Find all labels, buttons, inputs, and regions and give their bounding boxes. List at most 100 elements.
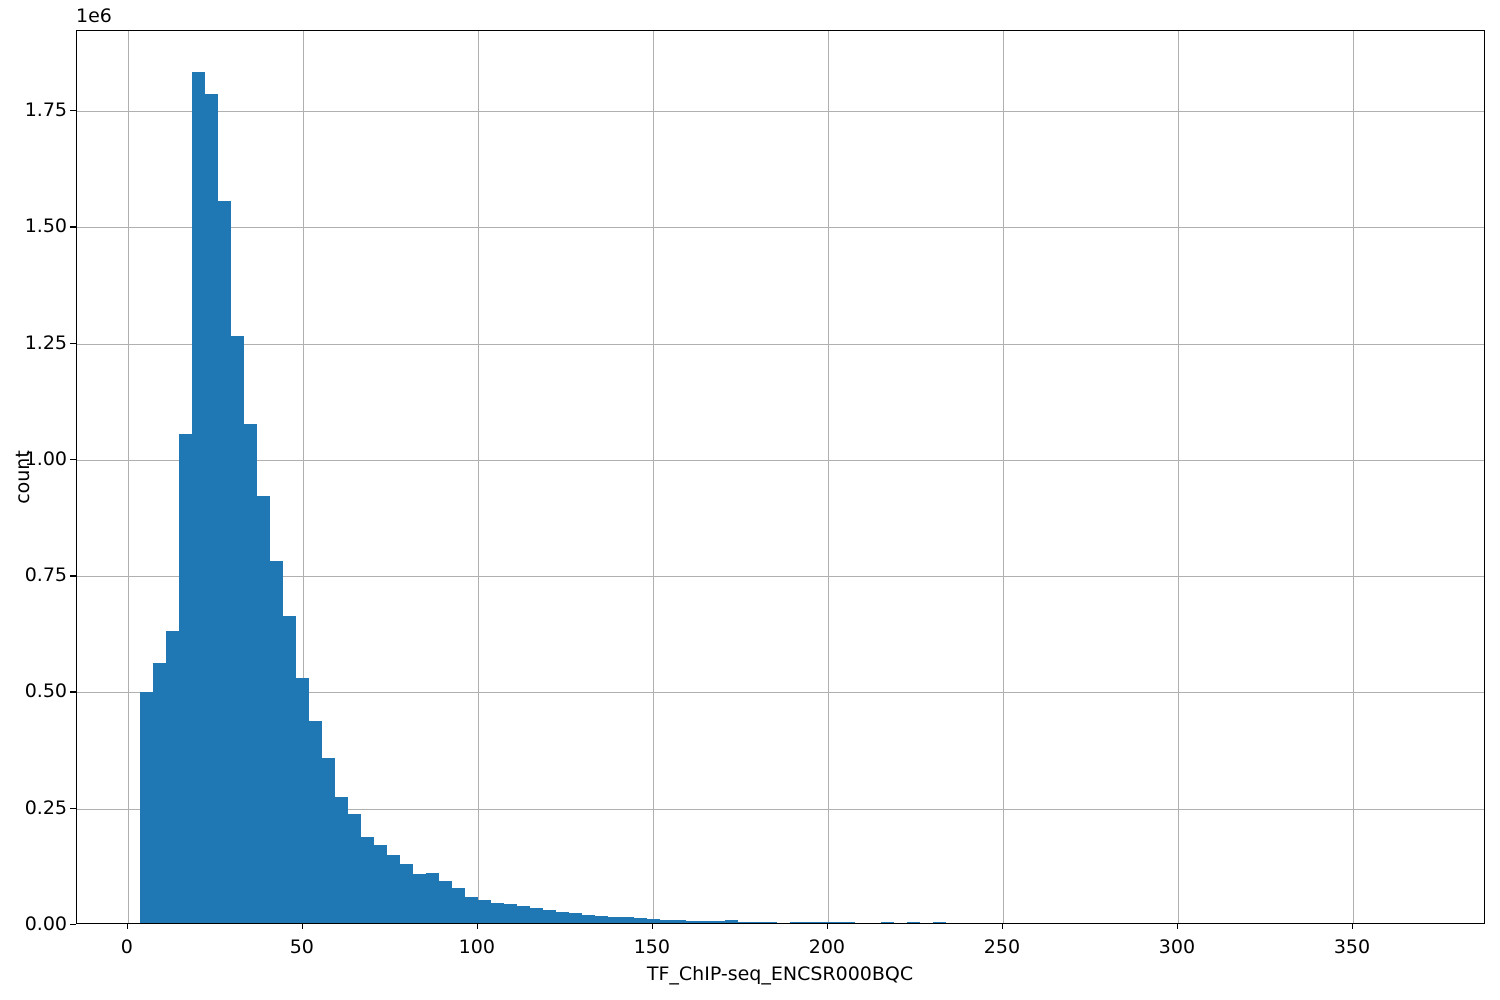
histogram-bar: [426, 872, 440, 923]
histogram-bar: [335, 796, 349, 923]
histogram-bar: [699, 921, 713, 923]
histogram-bar: [751, 921, 765, 923]
x-gridline: [1177, 31, 1179, 923]
y-tick-mark: [70, 342, 76, 344]
x-gridline: [1352, 31, 1354, 923]
x-tick-label: 200: [808, 936, 845, 958]
y-gridline: [77, 227, 1484, 229]
y-gridline: [77, 808, 1484, 810]
histogram-bar: [231, 336, 245, 923]
x-gridline: [127, 31, 129, 923]
histogram-bar: [491, 902, 505, 923]
histogram-bar: [764, 922, 778, 923]
histogram-bar: [686, 920, 700, 923]
x-tick-mark: [1351, 924, 1354, 929]
histogram-bar: [582, 914, 596, 923]
histogram-bar: [517, 906, 531, 923]
y-tick-mark: [70, 691, 76, 693]
y-tick-mark: [70, 924, 76, 926]
histogram-bar: [816, 921, 830, 923]
histogram-bar: [933, 922, 947, 923]
y-tick-label: 1.00: [24, 447, 67, 470]
y-tick-label: 1.75: [24, 99, 67, 121]
x-tick-label: 0: [120, 936, 133, 958]
y-tick-mark: [70, 807, 76, 810]
y-tick-mark: [70, 575, 76, 577]
histogram-bar: [478, 900, 492, 923]
y-tick-label: 1.25: [24, 331, 67, 354]
x-tick-label: 350: [1333, 936, 1371, 958]
histogram-bar: [569, 913, 583, 923]
histogram-bar: [803, 922, 817, 923]
x-tick-mark: [301, 924, 304, 929]
y-tick-mark: [70, 458, 76, 461]
histogram-bar: [361, 837, 375, 923]
y-axis-offset-label: 1e6: [76, 5, 112, 27]
x-tick-label: 100: [458, 936, 495, 958]
histogram-bar: [712, 921, 726, 923]
x-gridline: [302, 31, 304, 923]
y-gridline: [77, 459, 1484, 461]
histogram-bar: [465, 896, 479, 923]
x-gridline: [477, 31, 479, 923]
x-tick-mark: [476, 924, 479, 929]
histogram-bar: [348, 813, 362, 923]
histogram-bar: [244, 424, 258, 923]
x-tick-label: 300: [1158, 936, 1196, 958]
y-gridline: [77, 111, 1484, 112]
histogram-bar: [452, 887, 466, 923]
histogram-bar: [595, 915, 609, 923]
histogram-bar: [634, 918, 648, 923]
x-tick-mark: [651, 924, 654, 929]
histogram-bar: [218, 200, 232, 923]
histogram-bar: [790, 922, 804, 923]
histogram-bar: [556, 911, 570, 923]
x-tick-label: 50: [289, 936, 314, 958]
x-gridline: [827, 31, 829, 923]
histogram-bar: [166, 631, 179, 923]
histogram-bar: [881, 922, 895, 923]
y-gridline: [77, 343, 1484, 345]
histogram-bar: [374, 845, 388, 923]
histogram-bar: [309, 721, 323, 923]
y-tick-mark: [70, 226, 76, 228]
histogram-bar: [725, 920, 739, 923]
histogram-bar: [907, 922, 921, 923]
y-tick-label: 0.25: [24, 796, 67, 819]
x-tick-mark: [826, 924, 829, 929]
y-tick-label: 1.50: [24, 215, 67, 238]
histogram-bar: [322, 757, 336, 923]
histogram-bar: [543, 910, 557, 923]
x-tick-label: 150: [633, 936, 670, 958]
histogram-bar: [192, 72, 206, 923]
plot-area: [76, 30, 1485, 924]
y-tick-label: 0.75: [24, 564, 67, 587]
x-tick-mark: [126, 924, 129, 929]
histogram-bar: [387, 854, 401, 923]
x-gridline: [1002, 31, 1004, 923]
histogram-bar: [283, 616, 297, 923]
histogram-bar: [153, 663, 166, 923]
x-tick-label: 250: [983, 936, 1021, 958]
histogram-bar: [608, 916, 622, 923]
y-tick-label: 0.50: [24, 680, 67, 703]
y-tick-label: 0.00: [24, 913, 67, 935]
histogram-bar: [621, 917, 635, 923]
histogram-bar: [673, 920, 687, 923]
histogram-bar: [738, 921, 752, 923]
histogram-bar: [530, 908, 544, 923]
histogram-bar: [296, 677, 310, 923]
y-gridline: [77, 692, 1484, 694]
histogram-bar: [647, 918, 661, 923]
histogram-bar: [400, 863, 414, 923]
histogram-bar: [829, 921, 843, 923]
histogram-bar: [270, 560, 284, 923]
histogram-bar: [205, 94, 219, 923]
histogram-bar: [504, 904, 518, 923]
histogram-bar: [660, 919, 674, 923]
histogram-bar: [140, 692, 153, 923]
x-axis-label: TF_ChIP-seq_ENCSR000BQC: [646, 963, 914, 985]
histogram-bar: [842, 922, 856, 923]
y-gridline: [77, 576, 1484, 578]
histogram-bar: [179, 433, 192, 923]
